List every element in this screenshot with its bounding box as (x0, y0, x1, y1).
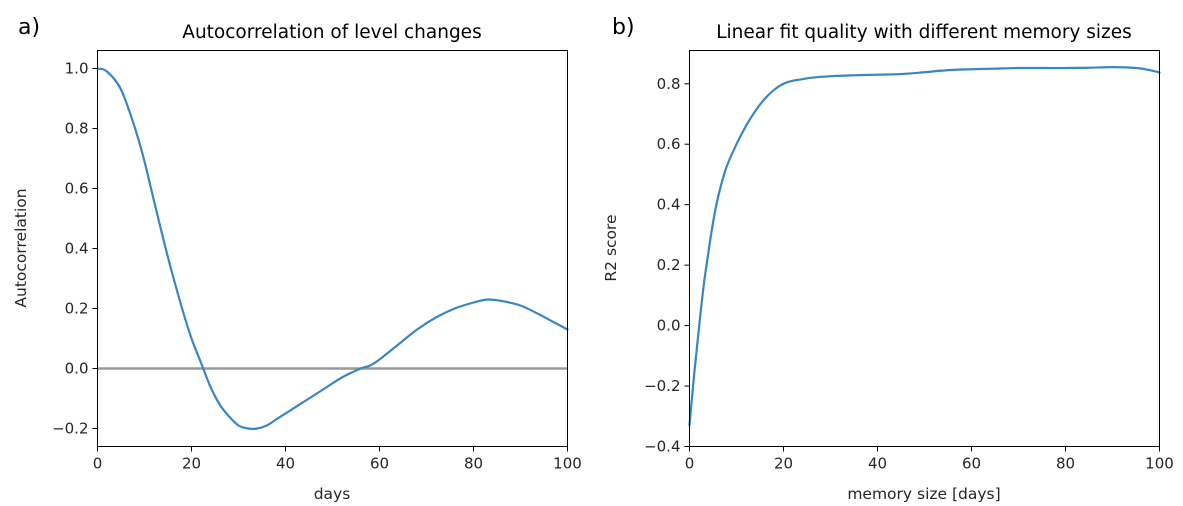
panel-b-x-axis-label: memory size [days] (847, 485, 1000, 503)
panel-b-y-axis: −0.4 −0.2 0.0 0.2 0.4 0.6 0.8 (644, 75, 690, 456)
x-tick-label: 20 (774, 455, 793, 473)
y-tick-label: 0.8 (657, 75, 681, 93)
y-tick-label: 0.4 (65, 240, 89, 258)
panel-a-y-axis: −0.2 0.0 0.2 0.4 0.6 0.8 1.0 (52, 60, 98, 438)
r2-score-line (688, 66, 1161, 427)
x-tick-label: 0 (93, 455, 103, 473)
autocorrelation-line (96, 67, 569, 430)
x-tick-label: 20 (182, 455, 201, 473)
y-tick-label: −0.4 (644, 438, 680, 456)
x-tick-label: 60 (370, 455, 389, 473)
panel-b-x-axis: 0 20 40 60 80 100 (685, 446, 1174, 473)
x-tick-label: 0 (685, 455, 695, 473)
y-tick-label: 0.8 (65, 120, 89, 138)
panel-a-label: a) (18, 15, 40, 40)
y-tick-label: 0.0 (657, 317, 681, 335)
y-tick-label: −0.2 (52, 420, 88, 438)
x-tick-label: 40 (276, 455, 295, 473)
y-tick-label: 0.4 (657, 196, 681, 214)
y-tick-label: 0.6 (65, 180, 89, 198)
panel-a-y-axis-label: Autocorrelation (12, 188, 30, 307)
panel-b-y-axis-label: R2 score (602, 214, 620, 281)
panel-a-autocorrelation: a) Autocorrelation of level changes 0 20 4… (12, 15, 582, 503)
y-tick-label: 0.6 (657, 135, 681, 153)
x-tick-label: 100 (1145, 455, 1174, 473)
panel-a-x-axis-label: days (314, 485, 351, 503)
y-tick-label: 0.2 (657, 256, 681, 274)
x-tick-label: 80 (1056, 455, 1075, 473)
panel-b-fit-quality: b) Linear fit quality with different mem… (602, 15, 1174, 503)
y-tick-label: 0.2 (65, 300, 89, 318)
x-tick-label: 100 (553, 455, 582, 473)
panel-a-plot-frame (97, 50, 568, 447)
x-tick-label: 40 (868, 455, 887, 473)
y-tick-label: 0.0 (65, 360, 89, 378)
x-tick-label: 80 (464, 455, 483, 473)
panel-b-label: b) (612, 15, 635, 40)
panel-b-title: Linear fit quality with different memory… (716, 22, 1132, 43)
x-tick-label: 60 (962, 455, 981, 473)
panel-a-x-axis: 0 20 40 60 80 100 (93, 446, 582, 473)
panel-a-title: Autocorrelation of level changes (182, 22, 481, 43)
y-tick-label: 1.0 (65, 60, 89, 78)
y-tick-label: −0.2 (644, 377, 680, 395)
panel-b-plot-frame (689, 50, 1160, 447)
